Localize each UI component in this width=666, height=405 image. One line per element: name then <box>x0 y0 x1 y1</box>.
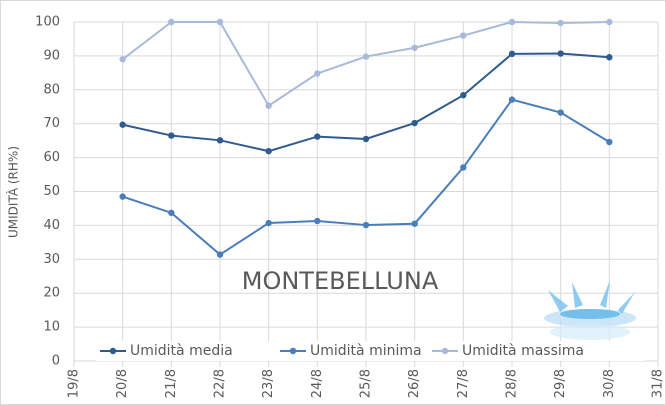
y-tick-label: 20 <box>43 286 60 301</box>
y-tick-label: 90 <box>43 48 60 63</box>
data-point <box>363 222 369 228</box>
y-tick-label: 100 <box>35 15 60 30</box>
y-tick-label: 10 <box>43 320 60 335</box>
data-point <box>217 251 223 257</box>
x-tick-label: 26/8 <box>407 369 422 398</box>
x-tick-label: 20/8 <box>115 369 130 398</box>
data-point <box>265 148 271 154</box>
y-tick-label: 0 <box>52 354 60 369</box>
data-point <box>363 53 369 59</box>
data-point <box>217 137 223 143</box>
data-point <box>411 221 417 227</box>
data-point <box>460 164 466 170</box>
data-point <box>168 132 174 138</box>
x-tick-label: 25/8 <box>359 369 374 398</box>
x-tick-label: 28/8 <box>505 369 520 398</box>
data-point <box>119 56 125 62</box>
x-tick-label: 31/8 <box>651 369 666 398</box>
legend-label: Umidità media <box>130 343 233 359</box>
data-point <box>460 92 466 98</box>
legend-marker <box>290 348 296 354</box>
y-tick-label: 60 <box>43 150 60 165</box>
data-point <box>265 103 271 109</box>
x-tick-label: 29/8 <box>553 369 568 398</box>
data-point <box>557 50 563 56</box>
annotation: MONTEBELLUNA <box>242 267 439 295</box>
data-point <box>606 139 612 145</box>
data-point <box>606 19 612 25</box>
legend-marker <box>110 348 116 354</box>
legend-marker <box>442 348 448 354</box>
data-point <box>314 70 320 76</box>
x-tick-label: 24/8 <box>310 369 325 398</box>
data-point <box>411 120 417 126</box>
x-tick-label: 27/8 <box>456 369 471 398</box>
y-tick-label: 30 <box>43 252 60 267</box>
y-tick-label: 40 <box>43 218 60 233</box>
data-point <box>411 45 417 51</box>
x-tick-label: 23/8 <box>261 369 276 398</box>
x-tick-label: 22/8 <box>213 369 228 398</box>
data-point <box>217 19 223 25</box>
data-point <box>119 193 125 199</box>
y-tick-label: 70 <box>43 116 60 131</box>
data-point <box>314 133 320 139</box>
y-tick-label: 50 <box>43 184 60 199</box>
legend-label: Umidità minima <box>310 343 422 359</box>
y-tick-label: 80 <box>43 82 60 97</box>
data-point <box>557 20 563 26</box>
x-tick-label: 30/8 <box>602 369 617 398</box>
data-point <box>265 220 271 226</box>
x-tick-label: 21/8 <box>164 369 179 398</box>
data-point <box>509 96 515 102</box>
data-point <box>363 136 369 142</box>
data-point <box>168 19 174 25</box>
data-point <box>314 218 320 224</box>
x-tick-label: 19/8 <box>67 369 82 398</box>
chart: UMIDITÀ (RH%) MONTEBELLUNA 0 10 20 30 40 50 60… <box>0 0 666 405</box>
data-point <box>557 109 563 115</box>
legend-label: Umidità massima <box>462 343 584 359</box>
y-axis-title: UMIDITÀ (RH%) <box>6 146 21 238</box>
data-point <box>460 32 466 38</box>
data-point <box>606 54 612 60</box>
data-point <box>119 122 125 128</box>
data-point <box>509 19 515 25</box>
data-point <box>168 210 174 216</box>
data-point <box>509 51 515 57</box>
